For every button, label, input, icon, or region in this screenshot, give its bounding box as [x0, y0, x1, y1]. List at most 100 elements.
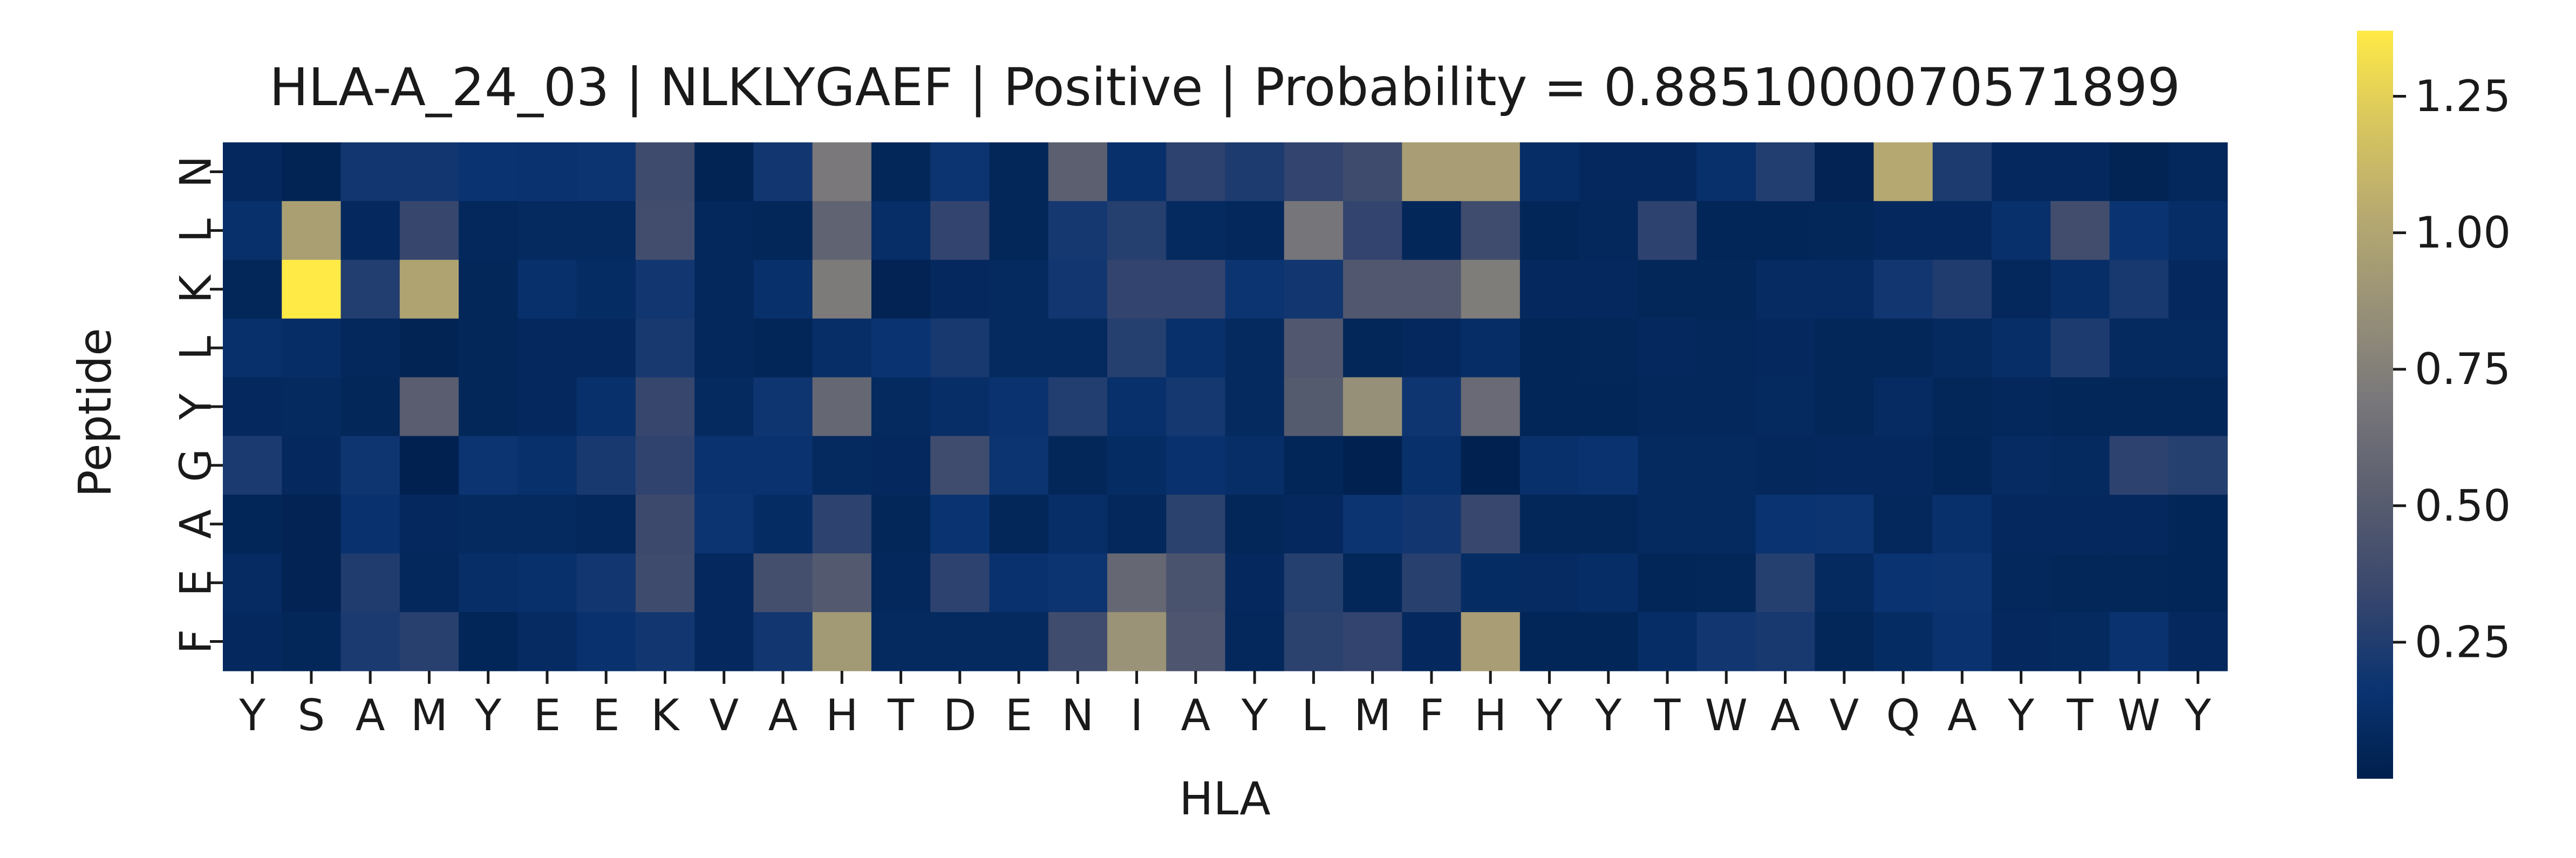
heatmap-cell — [1284, 612, 1344, 671]
heatmap-cell — [1696, 495, 1756, 554]
heatmap-cell — [1402, 495, 1462, 554]
y-tick-label: Y — [171, 393, 221, 420]
heatmap-cell — [399, 142, 459, 202]
heatmap-cell — [399, 259, 459, 319]
heatmap-cell — [1519, 612, 1579, 671]
heatmap-cell — [989, 495, 1049, 554]
heatmap-cell — [223, 201, 282, 260]
heatmap-cell — [1696, 553, 1756, 613]
heatmap-cell — [1755, 259, 1815, 319]
heatmap-cell — [1343, 612, 1402, 671]
y-tick-label: L — [171, 335, 221, 360]
x-tick-label: H — [826, 690, 858, 740]
heatmap-cell — [1932, 318, 1992, 378]
heatmap-cell — [694, 612, 754, 671]
heatmap-cell — [989, 259, 1049, 319]
heatmap-cell — [1166, 612, 1226, 671]
heatmap-cell — [1873, 495, 1933, 554]
heatmap-cell — [1696, 377, 1756, 437]
heatmap-cell — [340, 612, 400, 671]
x-tick-label: A — [1770, 690, 1800, 740]
heatmap-cell — [812, 612, 872, 671]
x-tick-label: T — [2066, 690, 2094, 740]
heatmap-cell — [399, 612, 459, 671]
y-tick-label: L — [171, 218, 221, 243]
heatmap-cell — [871, 259, 931, 319]
heatmap-cell — [223, 318, 282, 378]
heatmap-cell — [399, 436, 459, 495]
heatmap-cell — [1402, 201, 1462, 260]
heatmap-cell — [340, 553, 400, 613]
heatmap-cell — [1402, 553, 1462, 613]
heatmap-cell — [1461, 612, 1521, 671]
heatmap-cell — [2109, 259, 2169, 319]
heatmap-cell — [1579, 142, 1638, 202]
heatmap-cell — [1638, 201, 1698, 260]
y-tick-label: G — [171, 449, 221, 482]
heatmap-cell — [1932, 377, 1992, 437]
heatmap-cell — [694, 436, 754, 495]
heatmap-cell — [871, 142, 931, 202]
heatmap-cell — [1755, 553, 1815, 613]
heatmap-cell — [871, 495, 931, 554]
heatmap-cell — [340, 436, 400, 495]
x-tick-label: W — [2118, 690, 2161, 740]
heatmap-cell — [1461, 495, 1521, 554]
colorbar-tick-label: 0.25 — [2415, 617, 2511, 667]
heatmap-cell — [871, 553, 931, 613]
heatmap-cell — [340, 142, 400, 202]
heatmap-cell — [1873, 318, 1933, 378]
heatmap-cell — [1991, 553, 2051, 613]
heatmap-cell — [282, 377, 342, 437]
heatmap-cell — [1638, 377, 1698, 437]
heatmap-cell — [576, 495, 636, 554]
heatmap-cell — [1991, 259, 2051, 319]
heatmap-cell — [576, 259, 636, 319]
y-axis-label: Peptide — [69, 328, 121, 497]
heatmap-cell — [1873, 377, 1933, 437]
heatmap-cell — [1755, 495, 1815, 554]
heatmap-cell — [1343, 318, 1402, 378]
heatmap-cell — [1048, 436, 1108, 495]
x-tick-label: Y — [474, 690, 502, 740]
heatmap-cell — [223, 377, 282, 437]
heatmap-cell — [223, 142, 282, 202]
heatmap-cell — [1402, 436, 1462, 495]
heatmap-cell — [635, 318, 695, 378]
heatmap-cell — [282, 612, 342, 671]
heatmap-cell — [1107, 612, 1167, 671]
heatmap-cell — [517, 495, 577, 554]
heatmap-cell — [1579, 201, 1638, 260]
heatmap-cell — [1815, 377, 1875, 437]
heatmap-cell — [1519, 553, 1579, 613]
heatmap-cell — [635, 436, 695, 495]
heatmap-cell — [1166, 201, 1226, 260]
heatmap-cell — [1225, 201, 1285, 260]
heatmap-cell — [2109, 142, 2169, 202]
heatmap-cell — [871, 612, 931, 671]
heatmap-cell — [340, 259, 400, 319]
heatmap-cell — [2168, 377, 2228, 437]
heatmap-cell — [871, 318, 931, 378]
heatmap-cell — [2050, 377, 2110, 437]
heatmap-cell — [1166, 495, 1226, 554]
heatmap-cell — [1755, 436, 1815, 495]
heatmap-cell — [1696, 436, 1756, 495]
x-tick-label: M — [411, 690, 448, 740]
heatmap-cell — [1873, 553, 1933, 613]
heatmap-cell — [1991, 436, 2051, 495]
heatmap-cell — [340, 201, 400, 260]
heatmap-cell — [1402, 612, 1462, 671]
heatmap-cell — [1343, 495, 1402, 554]
heatmap-cell — [223, 553, 282, 613]
heatmap-cell — [1519, 201, 1579, 260]
x-tick-label: E — [534, 690, 561, 740]
heatmap-cell — [753, 436, 813, 495]
heatmap-cell — [1815, 318, 1875, 378]
heatmap-cell — [1107, 553, 1167, 613]
heatmap-cell — [1815, 553, 1875, 613]
heatmap-cell — [1461, 318, 1521, 378]
x-tick-label: M — [1354, 690, 1391, 740]
heatmap-cell — [1343, 377, 1402, 437]
heatmap-cell — [1696, 612, 1756, 671]
